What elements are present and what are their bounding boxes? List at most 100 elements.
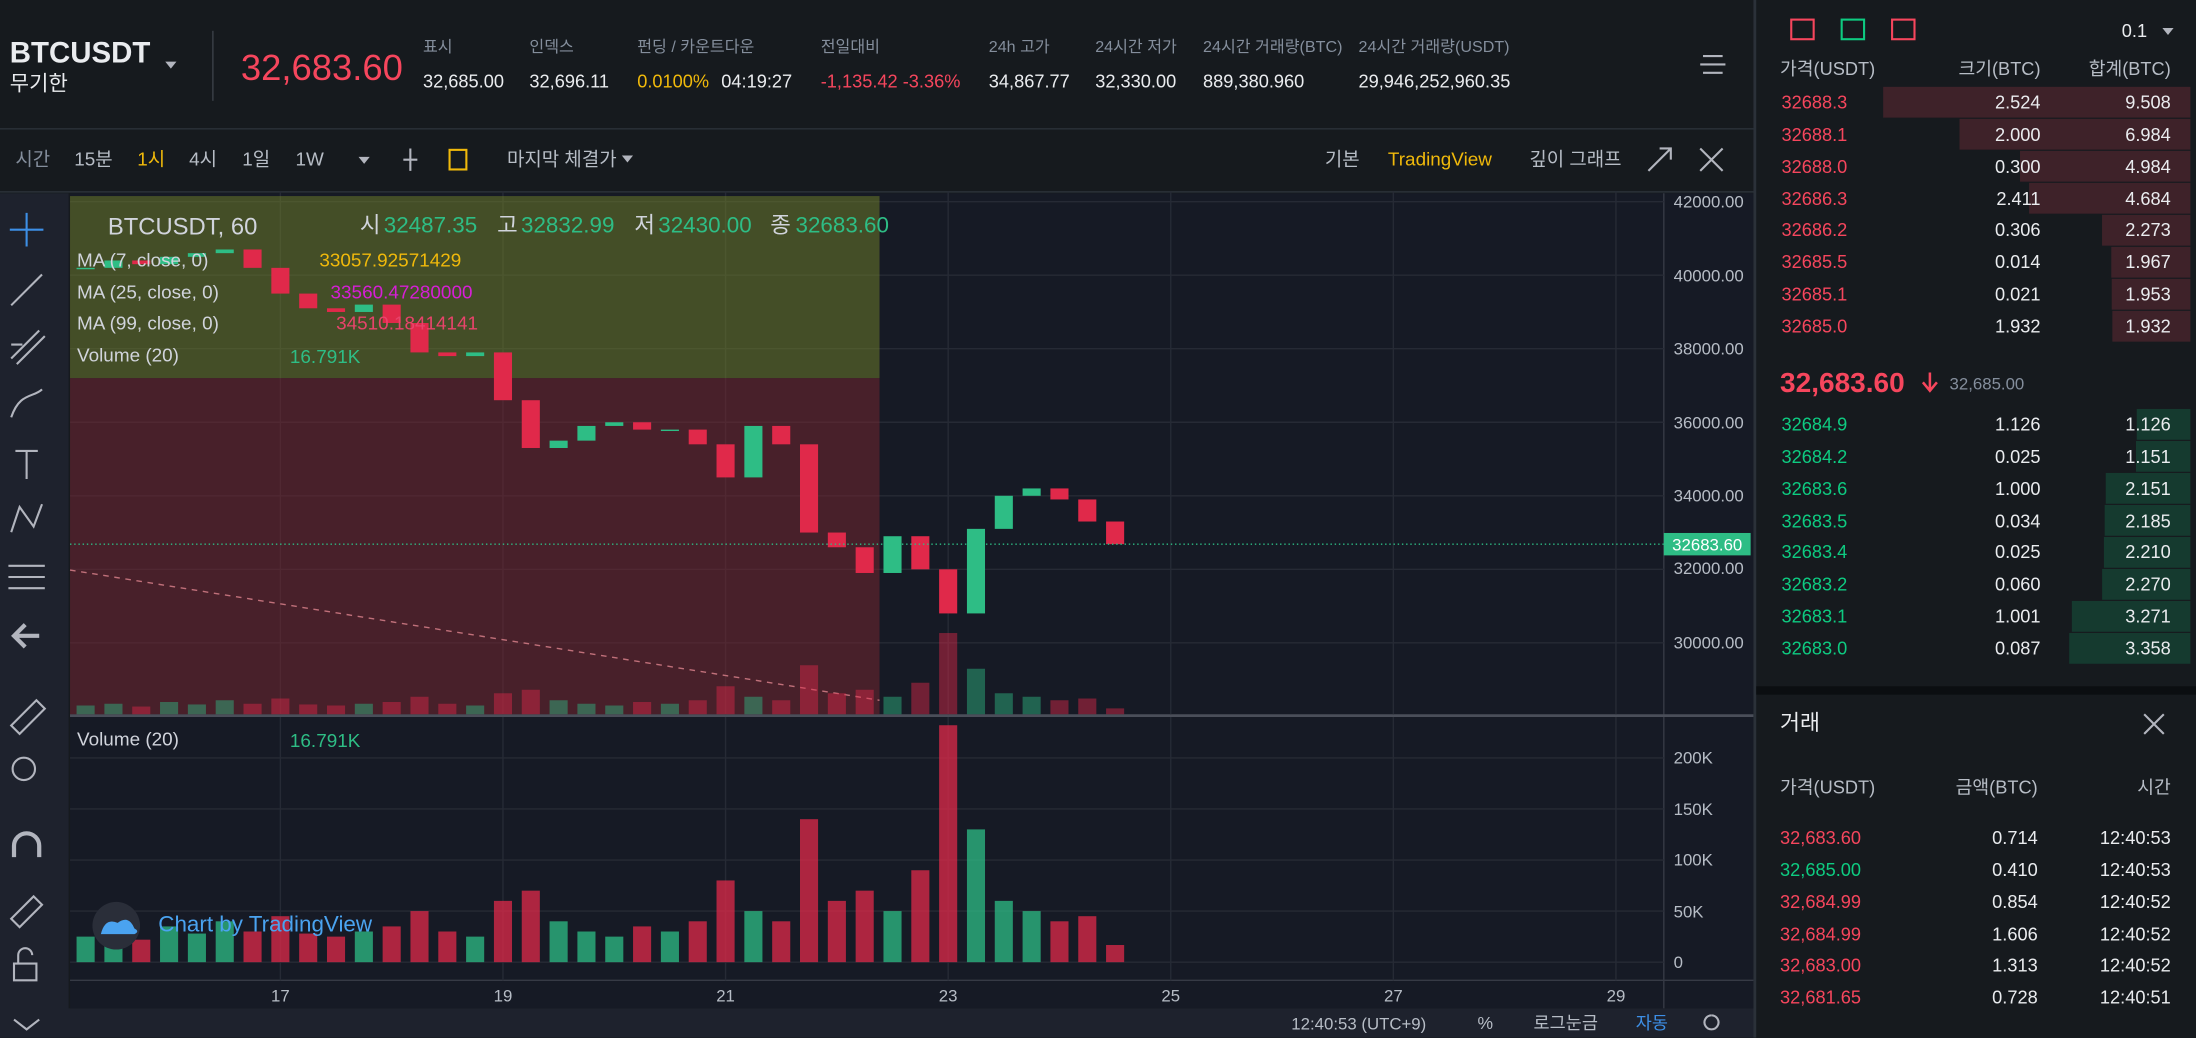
volume-overlay-bar	[716, 686, 735, 715]
volume-bar	[493, 900, 513, 963]
x-tick-label: 19	[493, 985, 513, 1006]
order-price: 32685.5	[1781, 251, 1848, 273]
order-total: 1.126	[2125, 413, 2171, 435]
y-tick-label: 40000.00	[1673, 265, 1744, 286]
interval-button[interactable]: 1W	[295, 148, 324, 170]
candle-body	[660, 429, 679, 432]
crosshair-tool[interactable]	[9, 212, 44, 247]
depth-bar	[1883, 86, 2191, 118]
volume-overlay-bar	[855, 689, 874, 715]
status-button[interactable]: %	[1477, 1013, 1494, 1034]
ohlc-value: 32487.35	[383, 214, 478, 239]
indicator-name: MA (99, close, 0)	[77, 312, 219, 334]
volume-overlay-bar	[772, 700, 791, 715]
volume-bar	[605, 936, 624, 963]
close-icon[interactable]	[2143, 713, 2165, 735]
order-total: 1.151	[2125, 445, 2171, 467]
close-icon[interactable]	[1699, 147, 1724, 172]
candle-body	[633, 422, 652, 430]
lock-draw-tool[interactable]	[9, 894, 44, 929]
measure-tool[interactable]	[8, 564, 45, 590]
order-size: 1.126	[1994, 413, 2041, 435]
magnet-tool[interactable]	[11, 831, 42, 858]
column-header: 크기(BTC)	[1958, 58, 2041, 80]
candle-body	[271, 267, 290, 294]
volume-overlay-bar	[521, 689, 540, 715]
text-tool[interactable]	[15, 449, 38, 479]
layout-icon[interactable]	[1891, 18, 1916, 41]
price-source[interactable]: 마지막 체결가	[506, 148, 617, 170]
order-size: 0.060	[1994, 573, 2041, 595]
view-button[interactable]: 깊이 그래프	[1529, 148, 1622, 170]
y-tick-label: 50K	[1673, 901, 1704, 921]
collapse-tool[interactable]	[13, 1018, 40, 1031]
volume-overlay-bar	[438, 703, 457, 715]
ohlc-label: 고	[497, 214, 518, 239]
candle-body	[187, 253, 206, 257]
back-tool[interactable]	[11, 623, 40, 649]
volume-overlay-bar	[493, 693, 513, 715]
trade-price: 32,681.65	[1780, 987, 1862, 1009]
candle-body	[410, 323, 429, 353]
y-tick-label: 36000.00	[1673, 412, 1744, 433]
indicator-value: 33560.47280000	[330, 281, 473, 303]
volume-overlay-bar	[326, 705, 346, 715]
fullscreen-icon[interactable]	[1647, 147, 1672, 172]
stat-value: 32,685.00	[422, 70, 504, 92]
volume-overlay-bar	[939, 633, 958, 715]
volume-bar	[827, 900, 846, 963]
pattern-tool[interactable]	[10, 503, 43, 533]
volume-overlay-bar	[827, 693, 846, 715]
trade-price: 32,683.00	[1780, 954, 1862, 977]
interval-button[interactable]: 시간	[15, 148, 51, 170]
candle-body	[911, 536, 930, 570]
line-tool[interactable]	[10, 273, 43, 307]
gear-icon[interactable]	[1703, 1014, 1720, 1031]
candle-body	[354, 304, 373, 312]
interval-button[interactable]: 1시	[137, 148, 166, 170]
volume-bar	[271, 916, 290, 963]
precision-select[interactable]: 0.1	[2121, 20, 2148, 42]
view-button[interactable]: TradingView	[1387, 148, 1492, 170]
order-size: 1.000	[1994, 477, 2041, 499]
symbol[interactable]: BTCUSDT	[9, 37, 151, 70]
indicator-icon[interactable]	[403, 148, 418, 171]
ruler-tool[interactable]	[9, 698, 47, 736]
order-price: 32683.2	[1781, 573, 1848, 595]
candle-body	[827, 532, 846, 548]
template-icon[interactable]	[448, 148, 468, 171]
indicator-value: 34510.18414141	[336, 312, 479, 334]
volume-overlay-bar	[187, 704, 206, 715]
volume-bar	[660, 931, 679, 963]
x-tick-label: 25	[1161, 985, 1181, 1006]
fib-tool[interactable]	[10, 329, 46, 365]
trade-price: 32,684.99	[1780, 923, 1862, 945]
layout-icon[interactable]	[1790, 18, 1815, 41]
order-price: 32683.0	[1781, 637, 1848, 659]
zoom-tool[interactable]	[11, 756, 37, 782]
volume-overlay-bar	[132, 706, 151, 715]
settings-icon[interactable]	[1700, 54, 1726, 74]
candle-body	[549, 440, 568, 448]
volume-bar	[160, 926, 179, 963]
interval-button[interactable]: 4시	[189, 148, 217, 170]
order-size: 2.000	[1994, 123, 2041, 145]
status-button[interactable]: 자동	[1635, 1013, 1669, 1034]
volume-bar	[716, 880, 735, 963]
candle-body	[883, 536, 902, 573]
order-price: 32684.9	[1781, 413, 1848, 435]
interval-button[interactable]: 1일	[242, 148, 271, 170]
ohlc-value: 32683.60	[795, 214, 889, 239]
view-button[interactable]: 기본	[1324, 148, 1360, 170]
layout-icon[interactable]	[1840, 18, 1866, 41]
status-button[interactable]: 로그눈금	[1533, 1013, 1599, 1034]
stat-label: 표시	[422, 39, 453, 57]
volume-bar	[633, 926, 652, 963]
interval-button[interactable]: 15분	[74, 148, 113, 170]
ohlc-label: 저	[634, 214, 656, 239]
candle-body	[1022, 488, 1041, 496]
volume-overlay-bar	[104, 703, 123, 715]
brush-tool[interactable]	[10, 388, 43, 418]
lock-tool[interactable]	[12, 947, 38, 982]
